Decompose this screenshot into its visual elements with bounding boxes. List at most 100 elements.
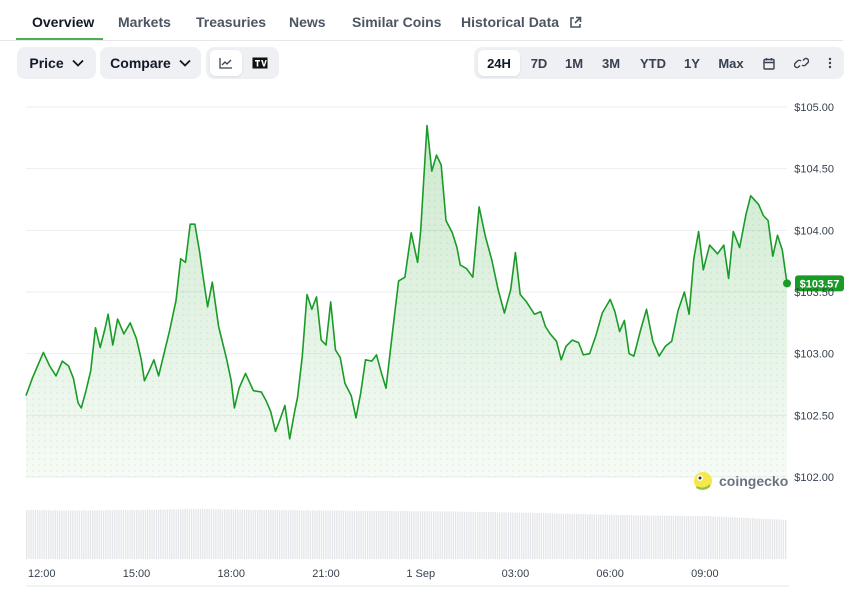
volume-bar (232, 509, 235, 559)
y-tick-label: $105.00 (794, 102, 834, 114)
volume-bar (340, 510, 342, 559)
volume-bar (716, 516, 719, 559)
volume-bar (666, 515, 668, 559)
volume-bar (290, 510, 292, 559)
range-3m[interactable]: 3M (601, 55, 621, 71)
volume-bar (397, 511, 400, 559)
volume-bar (191, 509, 193, 559)
volume-bar (125, 510, 127, 559)
volume-bar (301, 510, 303, 559)
volume-bar (444, 511, 446, 559)
link-icon (793, 57, 809, 69)
tab-bar: Overview Markets Treasuries News Similar… (0, 0, 843, 41)
volume-bar (604, 514, 606, 559)
volume-bar (318, 510, 320, 559)
volume-bar (149, 509, 151, 559)
volume-bar (369, 510, 371, 559)
volume-bar (492, 512, 494, 559)
volume-bar (571, 513, 573, 559)
volume-bar (281, 510, 283, 559)
volume-bar (560, 513, 562, 559)
range-max[interactable]: Max (718, 55, 744, 71)
link-button[interactable] (786, 50, 816, 76)
tab-treasuries[interactable]: Treasuries (196, 14, 267, 30)
volume-bar (26, 510, 28, 559)
volume-bar (285, 510, 287, 559)
volume-bar (127, 510, 129, 559)
volume-bar (547, 513, 549, 559)
volume-bar (622, 515, 624, 559)
volume-bar (400, 511, 402, 559)
volume-bar (320, 510, 323, 559)
volume-bar (694, 515, 697, 559)
volume-bar (94, 510, 96, 559)
tab-historical-data[interactable]: Historical Data (461, 0, 582, 40)
tradingview-button[interactable] (244, 50, 276, 76)
volume-bar (587, 514, 589, 559)
volume-bar (107, 510, 109, 559)
volume-bar (177, 509, 180, 559)
volume-bar (235, 509, 237, 559)
volume-bar (138, 510, 140, 559)
volume-bar (197, 509, 199, 559)
calendar-button[interactable] (756, 50, 782, 76)
volume-bar (686, 515, 688, 559)
volume-bar (780, 519, 782, 559)
volume-bar (642, 515, 644, 559)
volume-bar (719, 516, 721, 559)
more-vertical-icon (828, 57, 832, 69)
tab-overview[interactable]: Overview (32, 14, 95, 30)
volume-bar (776, 519, 778, 559)
range-7d[interactable]: 7D (530, 55, 548, 71)
tab-news[interactable]: News (289, 14, 326, 30)
volume-bar (723, 516, 725, 559)
price-area: $103.57 (25, 124, 844, 477)
volume-bar (554, 513, 556, 559)
price-dropdown[interactable]: Price (17, 47, 96, 79)
volume-bar (50, 510, 52, 559)
volume-bar (763, 518, 765, 559)
volume-bar (345, 510, 347, 559)
volume-bar (133, 510, 136, 559)
volume-bar (415, 511, 417, 559)
volume-bar (215, 509, 217, 559)
volume-bar (265, 510, 268, 559)
volume-bar (675, 515, 677, 559)
volume-bar (749, 518, 752, 559)
volume-bar (59, 510, 61, 559)
range-ytd[interactable]: YTD (640, 55, 666, 71)
volume-bar (679, 515, 681, 559)
line-chart-button[interactable] (210, 50, 242, 76)
volume-bar (105, 510, 107, 559)
x-tick-label: 18:00 (217, 568, 245, 580)
volume-bar (72, 510, 74, 559)
volume-bar (175, 509, 177, 559)
volume-bar (155, 509, 158, 559)
volume-bar (510, 512, 512, 559)
volume-bar (760, 518, 763, 559)
volume-bar (545, 513, 547, 559)
x-tick-label: 21:00 (312, 568, 340, 580)
y-tick-label: $104.50 (794, 164, 834, 176)
compare-dropdown[interactable]: Compare (100, 47, 201, 79)
tab-similar-coins[interactable]: Similar Coins (352, 14, 442, 30)
volume-bar (116, 510, 118, 559)
volume-bar (472, 511, 474, 559)
volume-bar (111, 510, 114, 559)
volume-bar (356, 510, 358, 559)
volume-bar (283, 510, 285, 559)
volume-bar (609, 514, 611, 559)
range-1m[interactable]: 1M (564, 55, 584, 71)
volume-bar (593, 514, 595, 559)
volume-bar (243, 509, 246, 559)
volume-bar (362, 510, 364, 559)
volume-bar (39, 510, 41, 559)
range-1y[interactable]: 1Y (684, 55, 700, 71)
volume-bar (373, 510, 375, 559)
volume-bar (61, 510, 63, 559)
volume-bar (736, 517, 738, 559)
volume-bar (41, 510, 43, 559)
range-24h[interactable]: 24H (478, 50, 520, 76)
more-options-button[interactable] (820, 50, 840, 76)
tab-markets[interactable]: Markets (118, 14, 171, 30)
